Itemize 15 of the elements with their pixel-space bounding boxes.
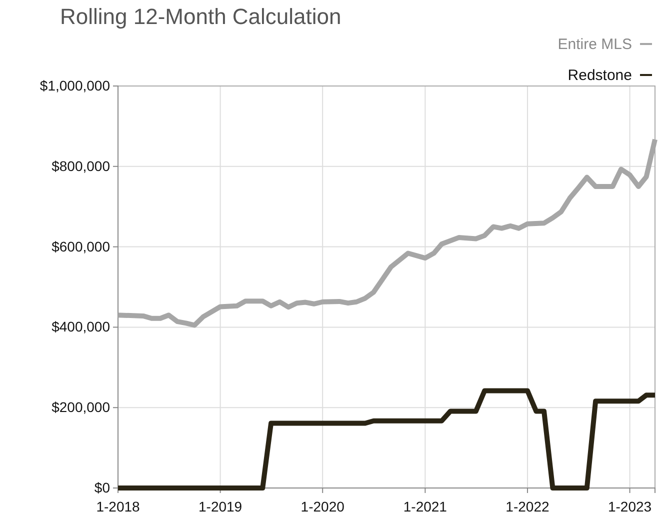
x-tick-label: 1-2022 xyxy=(506,498,550,514)
x-tick-label: 1-2019 xyxy=(198,498,242,514)
y-tick-label: $0 xyxy=(94,479,110,496)
chart-title: Rolling 12-Month Calculation xyxy=(60,4,342,29)
x-tick-label: 1-2023 xyxy=(608,498,652,514)
x-tick-label: 1-2018 xyxy=(96,498,140,514)
y-tick-label: $800,000 xyxy=(52,158,110,174)
y-tick-label: $1,000,000 xyxy=(40,77,110,94)
x-tick-label: 1-2020 xyxy=(300,498,345,514)
y-tick-label: $600,000 xyxy=(52,238,110,254)
x-tick-label: 1-2021 xyxy=(403,498,448,514)
y-tick-label: $400,000 xyxy=(52,318,110,335)
legend-label: Redstone xyxy=(568,67,632,84)
legend-label: Entire MLS xyxy=(558,36,632,53)
y-tick-label: $200,000 xyxy=(52,399,110,416)
